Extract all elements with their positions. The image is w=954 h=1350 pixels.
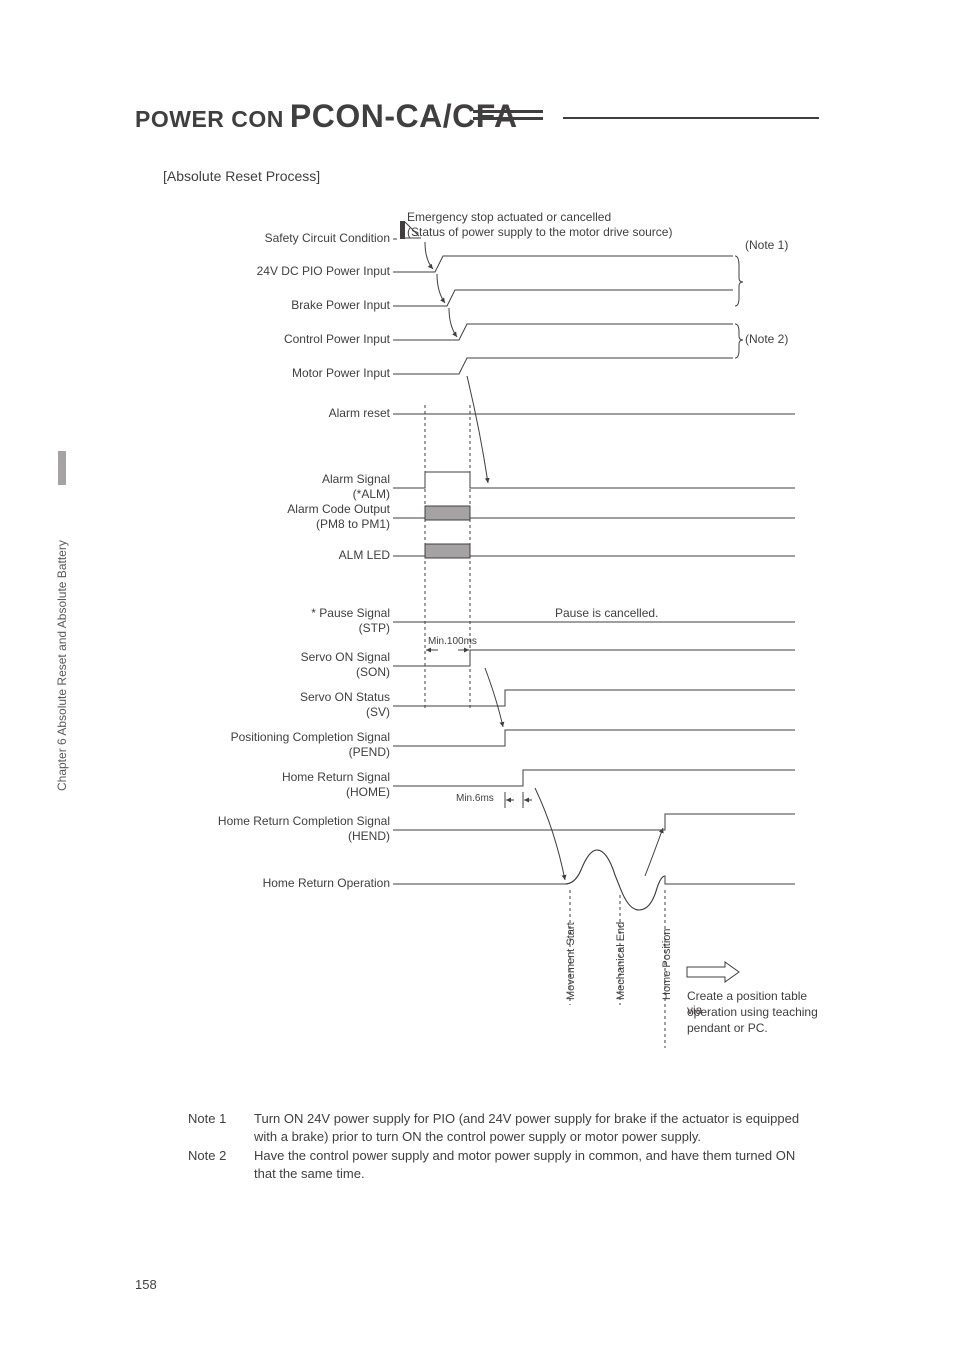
note-row-2: Note 2 Have the control power supply and… (188, 1147, 819, 1182)
header-rule-1 (473, 110, 543, 113)
note-row-1: Note 1 Turn ON 24V power supply for PIO … (188, 1110, 819, 1145)
diagram-svg (135, 210, 825, 1060)
header-rule-2 (473, 117, 543, 120)
timing-diagram: Emergency stop actuated or cancelled (St… (135, 210, 825, 1060)
notes-section: Note 1 Turn ON 24V power supply for PIO … (188, 1110, 819, 1184)
side-chapter-text: Chapter 6 Absolute Reset and Absolute Ba… (55, 777, 69, 791)
header-power-con: POWER CON (135, 106, 284, 133)
note-2-text: Have the control power supply and motor … (254, 1147, 819, 1182)
page-number: 158 (135, 1277, 157, 1292)
header-rule-3 (563, 117, 819, 119)
note-2-key: Note 2 (188, 1147, 254, 1182)
note-1-text: Turn ON 24V power supply for PIO (and 24… (254, 1110, 819, 1145)
section-title: [Absolute Reset Process] (163, 168, 320, 184)
side-tab-stub (58, 451, 66, 485)
side-chapter-tab: Chapter 6 Absolute Reset and Absolute Ba… (55, 451, 69, 791)
note-1-key: Note 1 (188, 1110, 254, 1145)
